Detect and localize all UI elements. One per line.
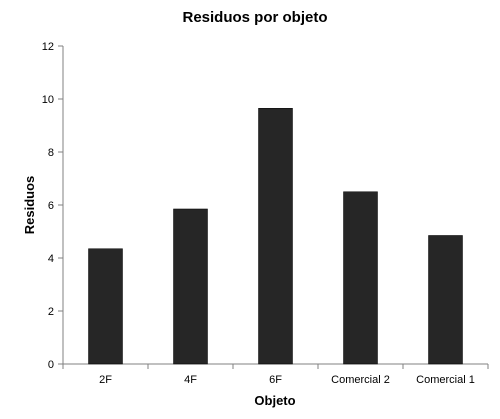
x-tick-label: 4F	[184, 374, 197, 386]
bar-comercial-1	[428, 235, 463, 365]
x-axis-title: Objeto	[254, 393, 295, 408]
x-tick-label: 6F	[269, 374, 282, 386]
y-tick-label: 2	[48, 306, 54, 318]
bar-4f	[173, 208, 208, 365]
y-tick-label: 12	[42, 41, 54, 53]
y-tick-label: 10	[42, 94, 54, 106]
bar-2f	[88, 248, 123, 365]
x-ticks: 2F 4F 6F Comercial 2 Comercial 1	[62, 364, 489, 386]
x-tick-label: 2F	[99, 374, 112, 386]
y-axis-title: Residuos	[22, 176, 37, 235]
y-tick-label: 4	[48, 253, 54, 265]
chart-title: Residuos por objeto	[182, 9, 327, 26]
y-ticks: 0 2 4 6 8 10 12	[42, 41, 63, 371]
bar-6f	[258, 108, 293, 365]
x-tick-label: Comercial 2	[331, 374, 390, 386]
y-tick-label: 6	[48, 200, 54, 212]
x-tick-label: Comercial 1	[416, 374, 475, 386]
y-tick-label: 8	[48, 147, 54, 159]
bar-comercial-2	[343, 191, 378, 365]
y-tick-label: 0	[48, 359, 54, 371]
bars	[88, 108, 463, 365]
